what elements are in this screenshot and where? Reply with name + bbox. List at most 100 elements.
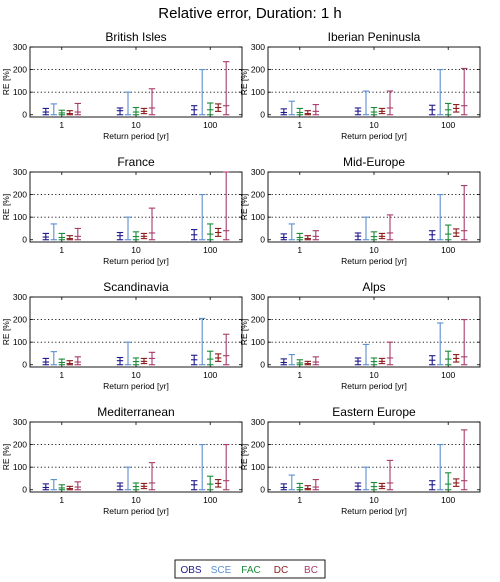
y-tick-label: 300 <box>251 42 265 52</box>
errorbar-obs-10 <box>116 356 124 366</box>
errorbar-dc-1 <box>66 360 73 366</box>
y-tick-label: 200 <box>13 315 27 325</box>
x-tick-label: 100 <box>203 245 217 255</box>
errorbar-dc-10 <box>378 357 386 365</box>
errorbar-obs-1 <box>42 357 49 366</box>
errorbar-obs-100 <box>429 480 436 491</box>
y-axis-label: RE [%] <box>239 319 249 345</box>
y-tick-label: 0 <box>22 485 27 495</box>
y-tick-label: 0 <box>260 235 265 245</box>
errorbar-dc-100 <box>215 227 222 237</box>
panel-scandinavia: Scandinavia 0 100 200 300 RE [%] 1 10 100 Return … <box>1 280 243 391</box>
y-tick-label: 200 <box>251 65 265 75</box>
y-tick-label: 200 <box>251 315 265 325</box>
errorbar-bc-1 <box>74 356 81 366</box>
y-tick-label: 100 <box>13 87 27 97</box>
errorbar-fac-100 <box>207 223 214 241</box>
errorbar-dc-10 <box>378 107 386 115</box>
errorbar-bc-100 <box>223 171 230 241</box>
errorbar-obs-10 <box>116 482 124 491</box>
errorbar-bc-100 <box>461 184 468 241</box>
errorbar-sce-1 <box>288 100 295 116</box>
y-tick-label: 200 <box>13 190 27 200</box>
errorbar-obs-10 <box>116 231 124 241</box>
y-tick-label: 0 <box>260 110 265 120</box>
errorbar-fac-100 <box>207 475 214 491</box>
y-axis-label: RE [%] <box>1 194 11 220</box>
y-tick-label: 300 <box>13 292 27 302</box>
x-axis-label: Return period [yr] <box>103 256 169 266</box>
errorbar-bc-100 <box>223 444 230 491</box>
x-tick-label: 10 <box>369 120 379 130</box>
errorbar-sce-100 <box>437 69 444 116</box>
x-tick-label: 100 <box>441 245 455 255</box>
errorbar-bc-1 <box>74 102 81 116</box>
x-tick-label: 1 <box>297 245 302 255</box>
errorbar-fac-10 <box>370 106 378 116</box>
y-tick-label: 300 <box>251 292 265 302</box>
y-axis-label: RE [%] <box>239 69 249 95</box>
panel-british-isles: British Isles 0 100 200 300 RE [%] 1 10 100 Retur… <box>1 30 243 141</box>
y-tick-label: 0 <box>260 485 265 495</box>
errorbar-obs-1 <box>42 107 49 116</box>
legend-entry-bc: BC <box>304 565 318 576</box>
errorbar-fac-10 <box>132 106 140 116</box>
errorbar-bc-10 <box>386 459 394 491</box>
y-tick-label: 200 <box>13 440 27 450</box>
errorbar-sce-100 <box>199 317 206 366</box>
errorbar-sce-100 <box>437 444 444 491</box>
panel-eastern-europe: Eastern Europe 0 100 200 300 RE [%] 1 10 100 Retu… <box>239 405 481 516</box>
panel-title: British Isles <box>105 30 166 44</box>
panel-title: Alps <box>362 280 385 294</box>
x-tick-label: 100 <box>441 370 455 380</box>
errorbar-fac-1 <box>58 109 65 116</box>
errorbar-sce-1 <box>50 223 57 241</box>
errorbar-bc-1 <box>312 479 319 491</box>
errorbar-bc-10 <box>386 90 394 116</box>
panel-iberian-peninusla: Iberian Peninusla 0 100 200 300 RE [%] 1 10 100 R… <box>239 30 481 141</box>
errorbar-sce-10 <box>362 216 370 241</box>
y-tick-label: 200 <box>251 440 265 450</box>
y-tick-label: 200 <box>251 190 265 200</box>
errorbar-fac-1 <box>296 232 303 241</box>
x-tick-label: 10 <box>369 495 379 505</box>
errorbar-bc-1 <box>74 227 81 241</box>
errorbar-dc-100 <box>215 479 222 488</box>
errorbar-sce-1 <box>288 354 295 366</box>
panel-title: Eastern Europe <box>332 405 416 419</box>
x-tick-label: 1 <box>297 120 302 130</box>
legend: OBS SCE FAC DC BC <box>174 559 326 579</box>
errorbar-obs-100 <box>191 480 198 491</box>
x-axis-label: Return period [yr] <box>341 131 407 141</box>
errorbar-obs-1 <box>42 232 49 241</box>
x-tick-label: 10 <box>131 120 141 130</box>
y-axis-label: RE [%] <box>239 444 249 470</box>
errorbar-obs-10 <box>354 232 362 241</box>
errorbar-obs-10 <box>354 482 362 491</box>
errorbar-fac-10 <box>370 231 378 241</box>
errorbar-sce-1 <box>288 223 295 241</box>
errorbar-fac-100 <box>445 472 452 491</box>
panel-mid-europe: Mid-Europe 0 100 200 300 RE [%] 1 10 100 Return p… <box>239 155 481 266</box>
errorbar-dc-1 <box>304 360 311 366</box>
panel-france: France 0 100 200 300 RE [%] 1 10 100 Return perio… <box>1 155 243 266</box>
y-tick-label: 100 <box>13 337 27 347</box>
errorbar-sce-10 <box>362 343 370 366</box>
x-axis-label: Return period [yr] <box>341 381 407 391</box>
errorbar-sce-100 <box>437 194 444 241</box>
errorbar-sce-10 <box>362 466 370 491</box>
errorbar-bc-100 <box>461 429 468 491</box>
x-tick-label: 100 <box>441 120 455 130</box>
x-axis-label: Return period [yr] <box>341 256 407 266</box>
y-tick-label: 300 <box>251 167 265 177</box>
legend-entry-obs: OBS <box>180 565 201 576</box>
x-tick-label: 1 <box>297 370 302 380</box>
errorbar-sce-100 <box>199 444 206 491</box>
panel-title: Scandinavia <box>103 280 169 294</box>
y-axis-label: RE [%] <box>1 319 11 345</box>
x-tick-label: 100 <box>203 370 217 380</box>
errorbar-fac-10 <box>370 481 378 491</box>
y-tick-label: 300 <box>13 167 27 177</box>
y-tick-label: 100 <box>251 462 265 472</box>
errorbar-dc-100 <box>453 478 460 487</box>
